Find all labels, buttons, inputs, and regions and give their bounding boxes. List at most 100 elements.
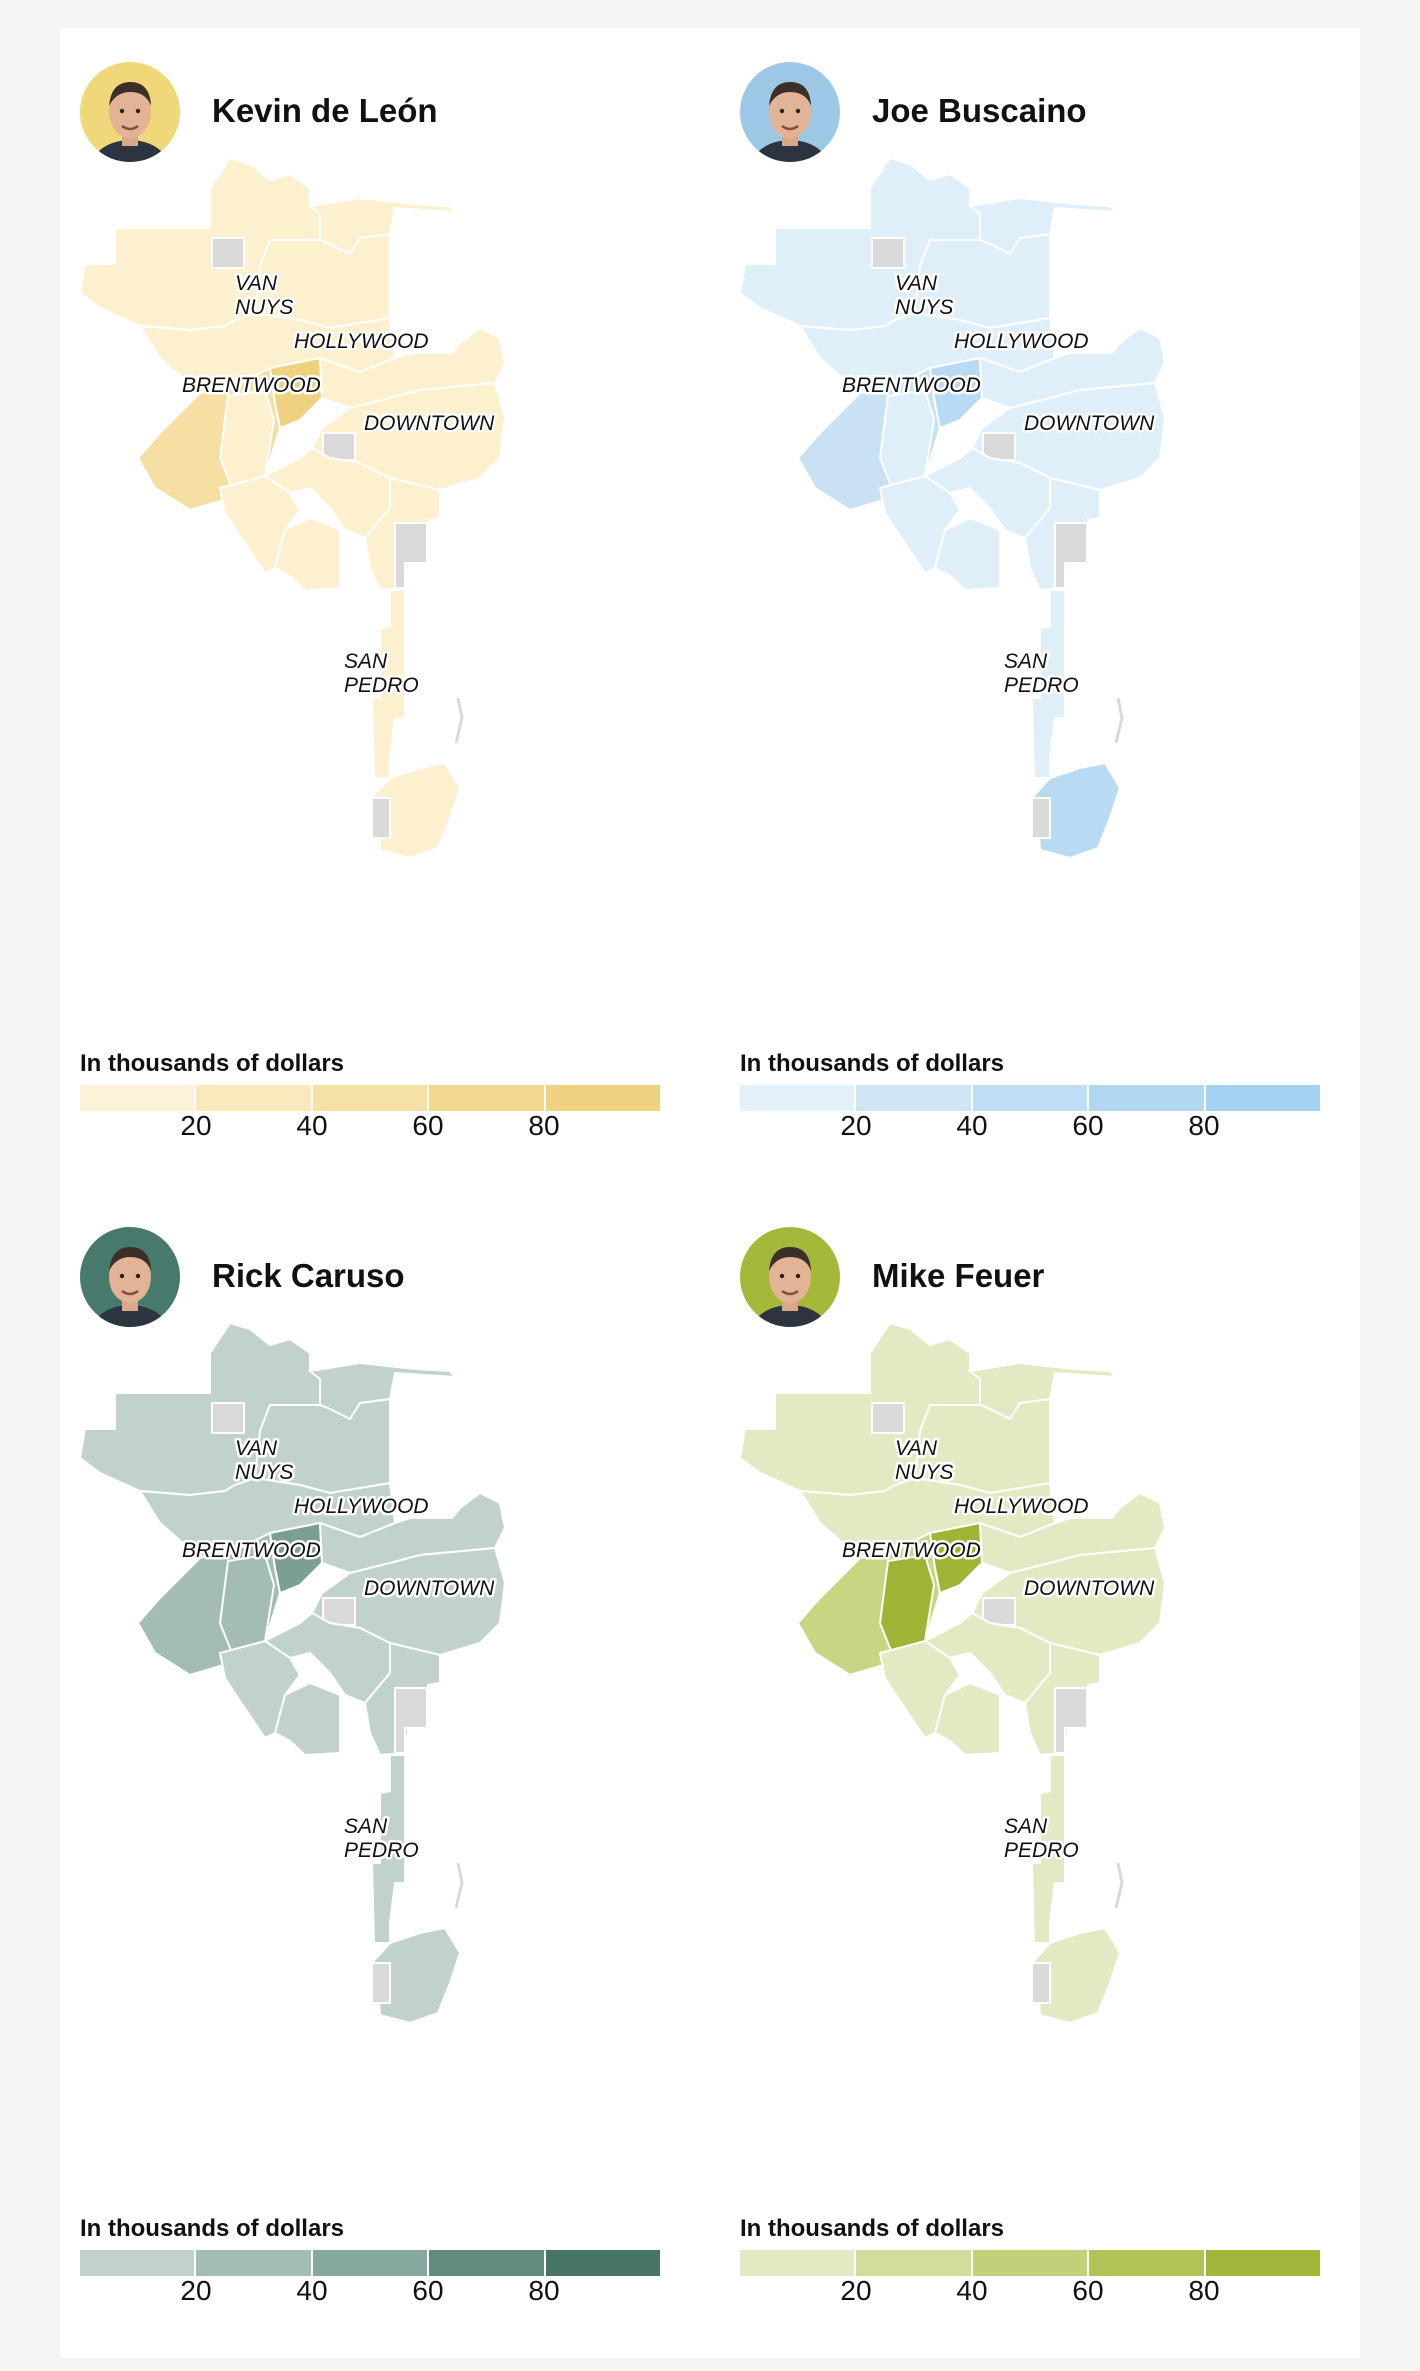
legend-tick: 60 [1072, 1110, 1104, 1141]
harbor-gateway [370, 589, 406, 779]
label-brentwood: BRENTWOOD [182, 1539, 321, 1562]
legend-tick: 40 [956, 1110, 988, 1141]
no-data-area [394, 522, 428, 589]
no-data-area [211, 237, 245, 269]
label-downtown: DOWNTOWN [364, 1577, 495, 1600]
legend-swatch [1205, 2250, 1321, 2276]
legend-tick: 40 [296, 1110, 328, 1141]
westchester-district [933, 516, 1001, 592]
label-brentwood: BRENTWOOD [182, 374, 321, 397]
legend-swatch [1089, 1085, 1206, 1111]
candidate-name: Joe Buscaino [872, 92, 1087, 129]
legend-color-scale [80, 1085, 661, 1111]
legend-swatch [429, 1085, 546, 1111]
legend-title: In thousands of dollars [80, 1050, 345, 1077]
legend-tick: 20 [840, 2275, 872, 2306]
legend-title: In thousands of dollars [740, 1050, 1005, 1077]
harbor-gateway [1030, 1754, 1066, 1944]
legend-tick: 80 [528, 1110, 560, 1141]
label-hollywood: HOLLYWOOD [954, 330, 1089, 353]
candidate-photo [80, 62, 180, 162]
legend-tick: 20 [180, 2275, 212, 2306]
no-data-area [871, 1402, 905, 1434]
legend-swatch [1205, 1085, 1321, 1111]
panel-rick-caruso: Rick Caruso [60, 1193, 700, 2333]
legend-swatch [196, 2250, 313, 2276]
no-data-area [394, 1687, 428, 1754]
label-downtown: DOWNTOWN [364, 412, 495, 435]
label-hollywood: HOLLYWOOD [294, 1495, 429, 1518]
no-data-area [982, 1597, 1016, 1626]
legend-swatch [545, 2250, 661, 2276]
westwood-district [218, 388, 276, 490]
label-van-nuys: VAN NUYS [895, 1437, 953, 1484]
legend-tick: 40 [956, 2275, 988, 2306]
panel-joe-buscaino: Joe Buscaino [720, 28, 1360, 1168]
legend-tick: 60 [412, 1110, 444, 1141]
harbor-gateway [370, 1754, 406, 1944]
label-downtown: DOWNTOWN [1024, 412, 1155, 435]
district-map: VAN NUYS HOLLYWOOD BRENTWOOD DOWNTOWN SAN… [60, 158, 700, 1088]
legend-swatch [740, 2250, 857, 2276]
label-van-nuys: VAN NUYS [895, 272, 953, 319]
legend-swatch [972, 2250, 1090, 2276]
legend-swatch [196, 1085, 313, 1111]
legend-color-scale [80, 2250, 661, 2276]
candidate-photo [80, 1227, 180, 1327]
legend-swatch [740, 1085, 857, 1111]
westwood-district [878, 388, 936, 490]
no-data-area [322, 1597, 356, 1626]
no-data-area [1054, 522, 1088, 589]
no-data-area [982, 432, 1016, 461]
legend-tick: 20 [840, 1110, 872, 1141]
harbor-gateway [1030, 589, 1066, 779]
legend-swatch [312, 1085, 430, 1111]
label-downtown: DOWNTOWN [1024, 1577, 1155, 1600]
legend-title: In thousands of dollars [740, 2215, 1005, 2242]
westwood-district [218, 1553, 276, 1655]
label-brentwood: BRENTWOOD [842, 1539, 981, 1562]
label-brentwood: BRENTWOOD [842, 374, 981, 397]
no-data-area [871, 237, 905, 269]
district-map: VAN NUYS HOLLYWOOD BRENTWOOD DOWNTOWN SAN… [60, 1323, 700, 2253]
legend-swatch [1089, 2250, 1206, 2276]
candidate-name: Mike Feuer [872, 1257, 1045, 1294]
legend-tick: 60 [412, 2275, 444, 2306]
legend-swatch [80, 1085, 197, 1111]
legend-color-scale [740, 2250, 1321, 2276]
label-san-pedro: SAN PEDRO [1004, 650, 1079, 697]
candidate-photo [740, 1227, 840, 1327]
legend-swatch [312, 2250, 430, 2276]
district-map: VAN NUYS HOLLYWOOD BRENTWOOD DOWNTOWN SAN… [720, 158, 1360, 1088]
label-san-pedro: SAN PEDRO [344, 1815, 419, 1862]
legend-swatch [429, 2250, 546, 2276]
legend-swatch [545, 1085, 661, 1111]
legend-title: In thousands of dollars [80, 2215, 345, 2242]
westchester-district [273, 1681, 341, 1757]
label-van-nuys: VAN NUYS [235, 272, 293, 319]
no-data-area [371, 797, 391, 839]
candidate-photo [740, 62, 840, 162]
legend-swatch [856, 2250, 973, 2276]
label-van-nuys: VAN NUYS [235, 1437, 293, 1484]
legend-tick: 80 [1188, 1110, 1220, 1141]
district-map: VAN NUYS HOLLYWOOD BRENTWOOD DOWNTOWN SAN… [720, 1323, 1360, 2253]
no-data-area [1031, 797, 1051, 839]
no-data-area [1054, 1687, 1088, 1754]
no-data-area [371, 1962, 391, 2004]
label-hollywood: HOLLYWOOD [954, 1495, 1089, 1518]
candidate-name: Kevin de León [212, 92, 438, 129]
legend-tick: 60 [1072, 2275, 1104, 2306]
no-data-area [322, 432, 356, 461]
westchester-district [933, 1681, 1001, 1757]
candidate-name: Rick Caruso [212, 1257, 405, 1294]
legend-swatch [856, 1085, 973, 1111]
westchester-district [273, 516, 341, 592]
no-data-area [211, 1402, 245, 1434]
no-data-area [1031, 1962, 1051, 2004]
label-hollywood: HOLLYWOOD [294, 330, 429, 353]
page: Kevin de León [60, 28, 1360, 2358]
legend-tick: 80 [1188, 2275, 1220, 2306]
legend-tick: 40 [296, 2275, 328, 2306]
westwood-district [878, 1553, 936, 1655]
